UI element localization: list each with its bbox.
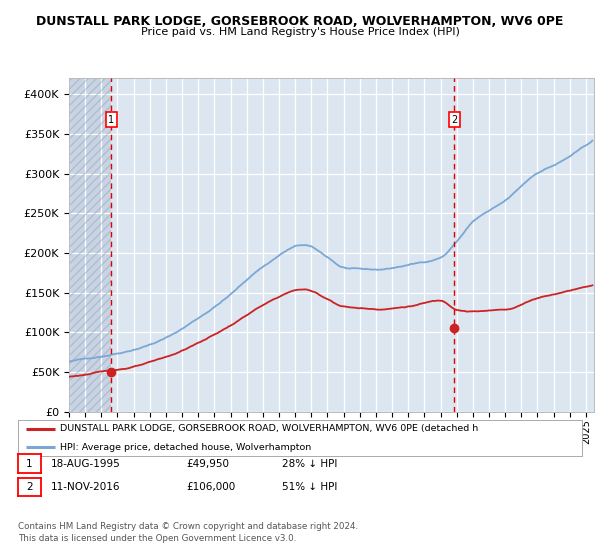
Text: This data is licensed under the Open Government Licence v3.0.: This data is licensed under the Open Gov… — [18, 534, 296, 543]
Bar — [69, 78, 112, 412]
Text: HPI: Average price, detached house, Wolverhampton: HPI: Average price, detached house, Wolv… — [60, 443, 311, 452]
Text: 28% ↓ HPI: 28% ↓ HPI — [282, 459, 337, 469]
Text: 2: 2 — [26, 482, 33, 492]
Text: Contains HM Land Registry data © Crown copyright and database right 2024.: Contains HM Land Registry data © Crown c… — [18, 522, 358, 531]
Text: 18-AUG-1995: 18-AUG-1995 — [51, 459, 121, 469]
Text: £49,950: £49,950 — [186, 459, 229, 469]
Text: DUNSTALL PARK LODGE, GORSEBROOK ROAD, WOLVERHAMPTON, WV6 0PE (detached h: DUNSTALL PARK LODGE, GORSEBROOK ROAD, WO… — [60, 424, 479, 433]
Text: 1: 1 — [26, 459, 33, 469]
Text: 1: 1 — [108, 115, 115, 125]
Text: 51% ↓ HPI: 51% ↓ HPI — [282, 482, 337, 492]
Text: £106,000: £106,000 — [186, 482, 235, 492]
Text: 2: 2 — [451, 115, 458, 125]
Text: DUNSTALL PARK LODGE, GORSEBROOK ROAD, WOLVERHAMPTON, WV6 0PE: DUNSTALL PARK LODGE, GORSEBROOK ROAD, WO… — [37, 15, 563, 27]
Text: Price paid vs. HM Land Registry's House Price Index (HPI): Price paid vs. HM Land Registry's House … — [140, 27, 460, 37]
Text: 11-NOV-2016: 11-NOV-2016 — [51, 482, 121, 492]
Bar — [69, 78, 112, 412]
